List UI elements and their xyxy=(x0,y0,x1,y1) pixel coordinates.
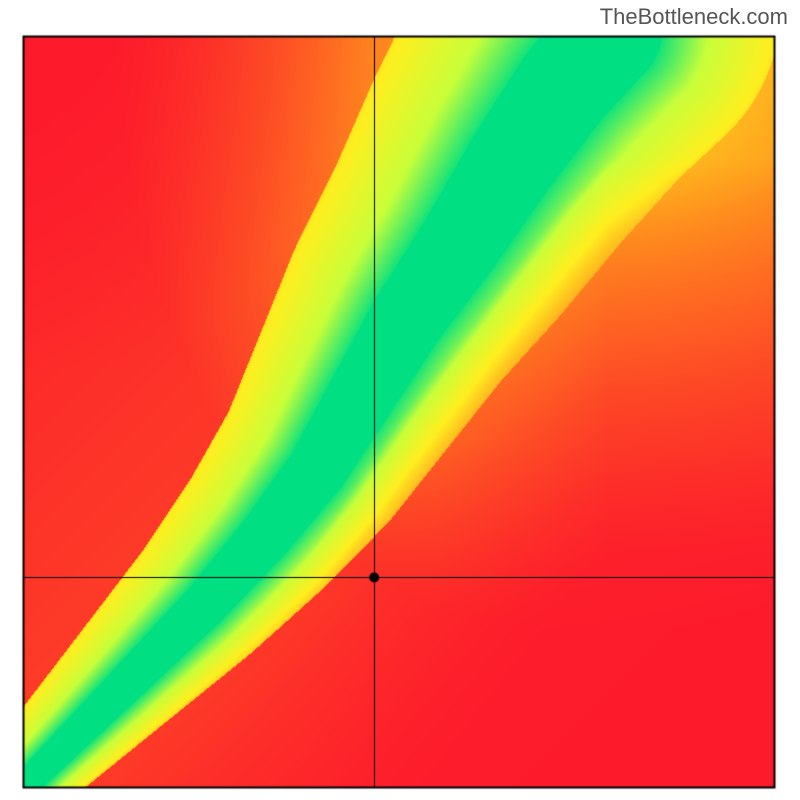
bottleneck-heatmap xyxy=(0,0,800,800)
watermark-text: TheBottleneck.com xyxy=(600,4,788,30)
